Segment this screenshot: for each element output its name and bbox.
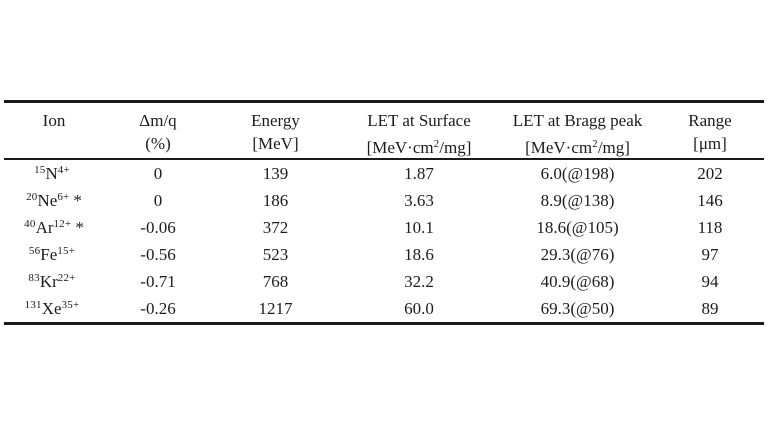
table-row: 20Ne6+ * 0 186 3.63 8.9(@138) 146 [4,187,764,214]
ion-properties-table: Ion Δm/q (%) Energy [MeV] LET at Surface… [4,100,764,325]
range-cell: 118 [697,217,723,237]
table-header: Ion Δm/q (%) Energy [MeV] LET at Surface… [4,102,764,160]
ion-cell: 131Xe35+ [4,295,104,324]
range-cell: 202 [697,163,723,183]
range-cell: 89 [701,298,719,318]
dmq-cell: -0.06 [140,217,176,237]
ion-note: * [75,217,84,237]
ion-note: * [73,190,82,210]
ion-charge: 4+ [57,163,70,176]
let-surface-cell: 18.6 [404,244,434,264]
ion-mass: 131 [24,298,42,311]
col-unit-let-surface: [MeV·cm2/mg] [339,133,499,157]
table-row: 15N4+ 0 139 1.87 6.0(@198) 202 [4,159,764,187]
col-header-let-surface: LET at Surface [MeV·cm2/mg] [339,102,499,160]
let-bragg-cell: 18.6(@105) [536,217,619,237]
ion-element: Ar [35,217,54,237]
dmq-cell: -0.56 [140,244,176,264]
col-label-let-surface: LET at Surface [367,111,471,130]
col-label-energy: Energy [251,111,300,130]
ion-element: Ne [37,190,58,210]
ion-cell: 56Fe15+ [4,241,104,268]
let-surface-cell: 10.1 [404,217,434,237]
table-body: 15N4+ 0 139 1.87 6.0(@198) 202 20Ne6+ * 0… [4,159,764,324]
energy-cell: 523 [262,244,289,264]
unit-pre: [MeV·cm [525,138,593,157]
unit-superscript: 2 [433,138,440,150]
let-bragg-cell: 69.3(@50) [540,298,615,318]
header-row: Ion Δm/q (%) Energy [MeV] LET at Surface… [4,102,764,160]
col-header-energy: Energy [MeV] [212,102,339,160]
ion-charge: 6+ [57,190,70,203]
col-header-dmq: Δm/q (%) [104,102,212,160]
ion-element: Fe [40,244,58,264]
unit-suffix: /mg] [597,138,630,157]
unit-suffix: /mg] [439,138,472,157]
range-cell: 146 [697,190,723,210]
ion-element: Xe [41,298,62,318]
energy-cell: 372 [262,217,289,237]
col-header-let-bragg: LET at Bragg peak [MeV·cm2/mg] [499,102,656,160]
energy-cell: 768 [262,271,289,291]
let-surface-cell: 60.0 [404,298,434,318]
energy-cell: 139 [262,163,289,183]
col-unit-energy: [MeV] [252,134,299,153]
let-bragg-cell: 8.9(@138) [540,190,615,210]
col-label-let-bragg: LET at Bragg peak [512,111,643,130]
col-unit-let-bragg: [MeV·cm2/mg] [499,133,656,157]
ion-mass: 56 [28,244,41,257]
dmq-cell: -0.71 [140,271,176,291]
col-unit-ion [4,133,104,155]
let-bragg-cell: 6.0(@198) [540,163,615,183]
col-unit-dmq: (%) [145,134,171,153]
ion-element: N [45,163,58,183]
let-surface-cell: 32.2 [404,271,434,291]
col-label-ion: Ion [42,111,66,130]
ion-cell: 20Ne6+ * [4,187,104,214]
ion-mass: 40 [24,217,36,230]
col-label-range: Range [688,111,732,130]
dmq-cell: 0 [153,163,163,183]
col-header-ion: Ion [4,102,104,160]
table-row: 131Xe35+ -0.26 1217 60.0 69.3(@50) 89 [4,295,764,324]
let-bragg-cell: 40.9(@68) [540,271,615,291]
ion-mass: 15 [34,163,46,176]
ion-charge: 15+ [57,244,76,257]
let-bragg-cell: 29.3(@76) [540,244,615,264]
energy-cell: 1217 [258,298,293,318]
col-header-range: Range [μm] [656,102,764,160]
unit-pre: [MeV·cm [366,138,434,157]
ion-cell: 83Kr22+ [4,268,104,295]
ion-charge: 22+ [57,271,76,284]
range-cell: 94 [701,271,719,291]
table-row: 56Fe15+ -0.56 523 18.6 29.3(@76) 97 [4,241,764,268]
ion-element: Kr [39,271,58,291]
col-label-dmq: Δm/q [139,111,177,130]
table-row: 40Ar12+ * -0.06 372 10.1 18.6(@105) 118 [4,214,764,241]
ion-charge: 12+ [53,217,72,230]
unit-superscript: 2 [592,138,598,150]
dmq-cell: -0.26 [140,298,176,318]
ion-mass: 20 [26,190,38,203]
ion-mass: 83 [28,271,40,284]
dmq-cell: 0 [153,190,163,210]
ion-charge: 35+ [61,298,80,311]
data-table: Ion Δm/q (%) Energy [MeV] LET at Surface… [4,100,764,325]
let-surface-cell: 3.63 [404,190,434,210]
table-row: 83Kr22+ -0.71 768 32.2 40.9(@68) 94 [4,268,764,295]
col-unit-range: [μm] [693,134,727,153]
energy-cell: 186 [262,190,289,210]
let-surface-cell: 1.87 [404,163,434,183]
range-cell: 97 [701,244,719,264]
ion-cell: 40Ar12+ * [4,214,104,241]
ion-cell: 15N4+ [4,159,104,187]
